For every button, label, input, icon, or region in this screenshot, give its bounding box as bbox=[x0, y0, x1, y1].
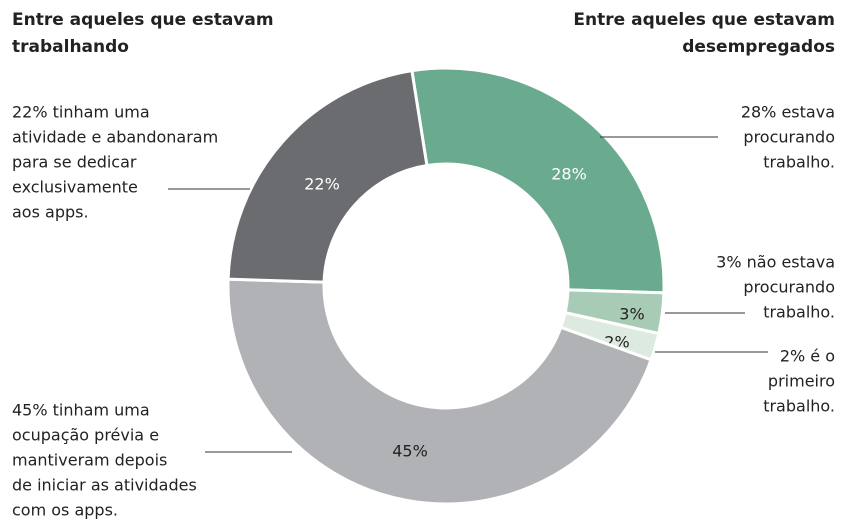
value-label: 22% bbox=[304, 175, 340, 194]
header: Entre aqueles que estavam bbox=[573, 10, 835, 30]
annotation: 2% é o bbox=[780, 347, 835, 366]
value-label: 3% bbox=[619, 305, 644, 324]
value-label: 28% bbox=[551, 165, 587, 184]
annotation: 3% não estava bbox=[716, 253, 835, 272]
annotation: primeiro bbox=[768, 372, 835, 391]
annotation: procurando bbox=[743, 278, 835, 297]
annotation: mantiveram depois bbox=[12, 451, 167, 470]
header: desempregados bbox=[682, 37, 835, 57]
annotation: de iniciar as atividades bbox=[12, 476, 197, 495]
annotation: aos apps. bbox=[12, 203, 89, 222]
header: trabalhando bbox=[12, 37, 129, 57]
annotation: trabalho. bbox=[763, 153, 835, 172]
header: Entre aqueles que estavam bbox=[12, 10, 274, 30]
donut-segment bbox=[410, 66, 666, 295]
annotation: para se dedicar bbox=[12, 153, 137, 172]
donut-segment bbox=[226, 68, 429, 284]
annotation: procurando bbox=[743, 128, 835, 147]
annotation: trabalho. bbox=[763, 303, 835, 322]
annotation: ocupação prévia e bbox=[12, 426, 159, 445]
annotation: trabalho. bbox=[763, 397, 835, 416]
annotation: exclusivamente bbox=[12, 178, 138, 197]
annotation: atividade e abandonaram bbox=[12, 128, 218, 147]
value-label: 45% bbox=[392, 442, 428, 461]
annotation: 22% tinham uma bbox=[12, 103, 150, 122]
annotation: 28% estava bbox=[741, 103, 835, 122]
annotation: 45% tinham uma bbox=[12, 401, 150, 420]
annotation: com os apps. bbox=[12, 501, 118, 520]
donut-segment bbox=[226, 277, 654, 506]
